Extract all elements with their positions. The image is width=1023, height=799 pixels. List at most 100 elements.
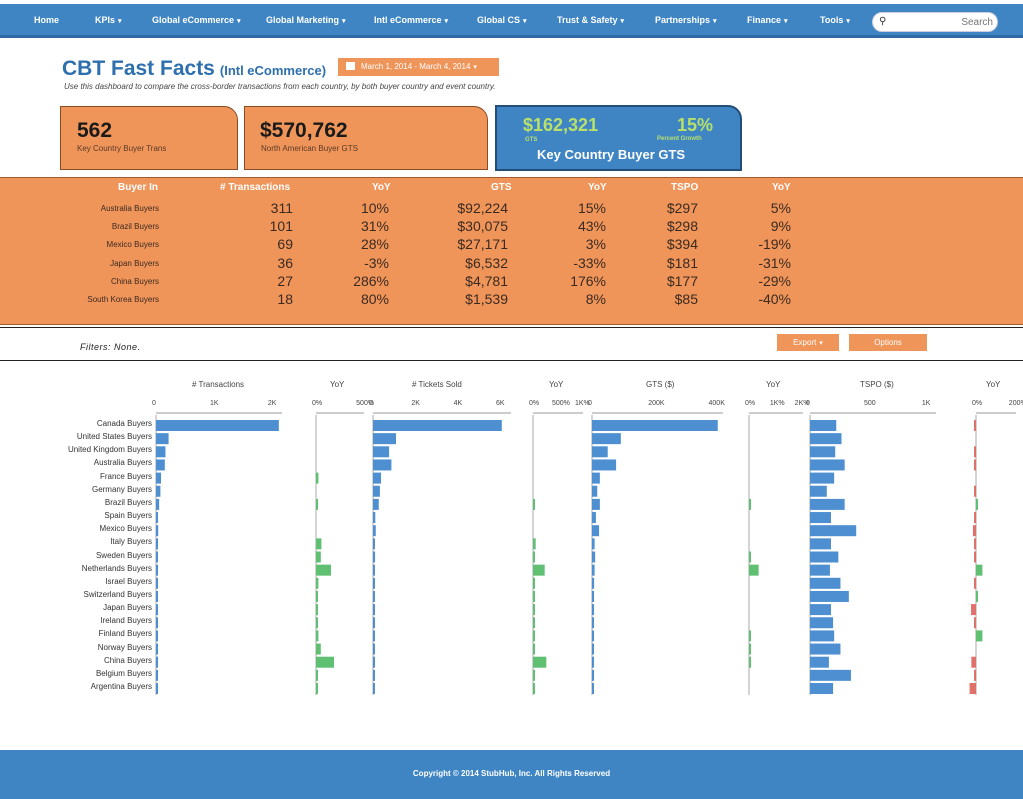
chart-bar[interactable] [373,433,396,445]
chart-bar[interactable] [316,590,318,602]
chart-bar[interactable] [316,577,319,589]
chart-bar[interactable] [976,498,978,510]
chart-bar[interactable] [533,590,535,602]
chart-bar[interactable] [373,590,375,602]
chart-bar[interactable] [592,577,595,589]
chart-bar[interactable] [156,485,161,497]
chart-bar[interactable] [533,643,535,655]
chart-bar[interactable] [373,643,375,655]
chart-bar[interactable] [533,577,535,589]
chart-bar[interactable] [810,538,831,550]
chart-bar[interactable] [749,498,751,510]
chart-bar[interactable] [810,656,829,668]
chart-panel-title[interactable]: # Tickets Sold [412,380,462,389]
chart-bar[interactable] [810,512,831,524]
chart-bar[interactable] [156,459,165,471]
chart-bar[interactable] [156,551,158,563]
chart-bar[interactable] [974,538,976,550]
chart-bar[interactable] [974,617,976,629]
chart-bar[interactable] [974,459,976,471]
chart-bar[interactable] [592,538,595,550]
chart-bar[interactable] [592,498,600,510]
chart-bar[interactable] [974,446,976,458]
chart-bar[interactable] [974,577,976,589]
chart-bar[interactable] [373,498,379,510]
chart-bar[interactable] [533,564,545,576]
search-input[interactable] [893,15,993,30]
chart-bar[interactable] [373,617,375,629]
chart-bar[interactable] [592,551,596,563]
table-header[interactable]: YoY [372,182,391,193]
chart-bar[interactable] [533,630,535,642]
chart-bar[interactable] [373,472,382,484]
table-header[interactable]: # Transactions [220,182,291,193]
chart-bar[interactable] [810,498,845,510]
chart-bar[interactable] [316,551,321,563]
chart-bar[interactable] [810,669,851,681]
nav-intl-ecommerce[interactable]: Intl eCommerce ▾ [374,15,449,25]
chart-bar[interactable] [974,420,976,431]
nav-finance[interactable]: Finance ▾ [747,15,788,25]
chart-bar[interactable] [156,433,169,445]
chart-bar[interactable] [810,525,857,537]
chart-bar[interactable] [156,498,160,510]
chart-bar[interactable] [373,669,375,681]
table-header[interactable]: YoY [588,182,607,193]
chart-bar[interactable] [156,656,158,668]
chart-bar[interactable] [592,512,596,524]
chart-bar[interactable] [592,433,621,445]
nav-home[interactable]: Home [34,15,60,25]
chart-bar[interactable] [810,564,830,576]
nav-partnerships[interactable]: Partnerships ▾ [655,15,717,25]
chart-bar[interactable] [592,525,600,537]
chart-bar[interactable] [976,630,983,642]
chart-bar[interactable] [156,630,158,642]
chart-bar[interactable] [156,669,158,681]
chart-bar[interactable] [749,643,751,655]
chart-bar[interactable] [316,498,318,510]
chart-bar[interactable] [156,512,158,524]
chart-bar[interactable] [156,472,162,484]
chart-bar[interactable] [316,604,318,616]
chart-bar[interactable] [592,604,594,616]
nav-global-ecommerce[interactable]: Global eCommerce ▾ [152,15,241,25]
nav-global-cs[interactable]: Global CS ▾ [477,15,527,25]
chart-bar[interactable] [976,564,983,576]
chart-panel-title[interactable]: # Transactions [192,380,245,389]
chart-bar[interactable] [974,551,976,563]
chart-bar[interactable] [373,446,390,458]
chart-bar[interactable] [373,656,375,668]
chart-bar[interactable] [373,525,376,537]
chart-bar[interactable] [592,630,594,642]
chart-bar[interactable] [749,656,751,668]
chart-panel-title[interactable]: YoY [549,380,564,389]
chart-bar[interactable] [974,669,976,681]
chart-bar[interactable] [810,551,839,563]
chart-bar[interactable] [533,617,535,629]
chart-bar[interactable] [156,643,158,655]
chart-bar[interactable] [373,551,376,563]
chart-bar[interactable] [971,604,976,616]
chart-bar[interactable] [316,669,318,681]
nav-global-marketing[interactable]: Global Marketing ▾ [266,15,346,25]
chart-bar[interactable] [316,683,318,694]
chart-bar[interactable] [592,683,594,694]
chart-bar[interactable] [749,564,759,576]
chart-bar[interactable] [974,512,976,524]
chart-bar[interactable] [373,604,375,616]
chart-bar[interactable] [316,538,322,550]
chart-bar[interactable] [316,472,319,484]
chart-bar[interactable] [974,485,976,497]
chart-panel-title[interactable]: YoY [986,380,1001,389]
chart-bar[interactable] [810,446,836,458]
chart-bar[interactable] [592,656,594,668]
chart-bar[interactable] [810,433,842,445]
chart-bar[interactable] [373,577,375,589]
chart-bar[interactable] [592,590,594,602]
chart-bar[interactable] [810,617,834,629]
chart-bar[interactable] [156,617,158,629]
chart-bar[interactable] [810,472,835,484]
chart-bar[interactable] [592,472,600,484]
export-button[interactable]: Export ▾ [777,334,839,351]
table-header[interactable]: Buyer In [118,182,159,193]
